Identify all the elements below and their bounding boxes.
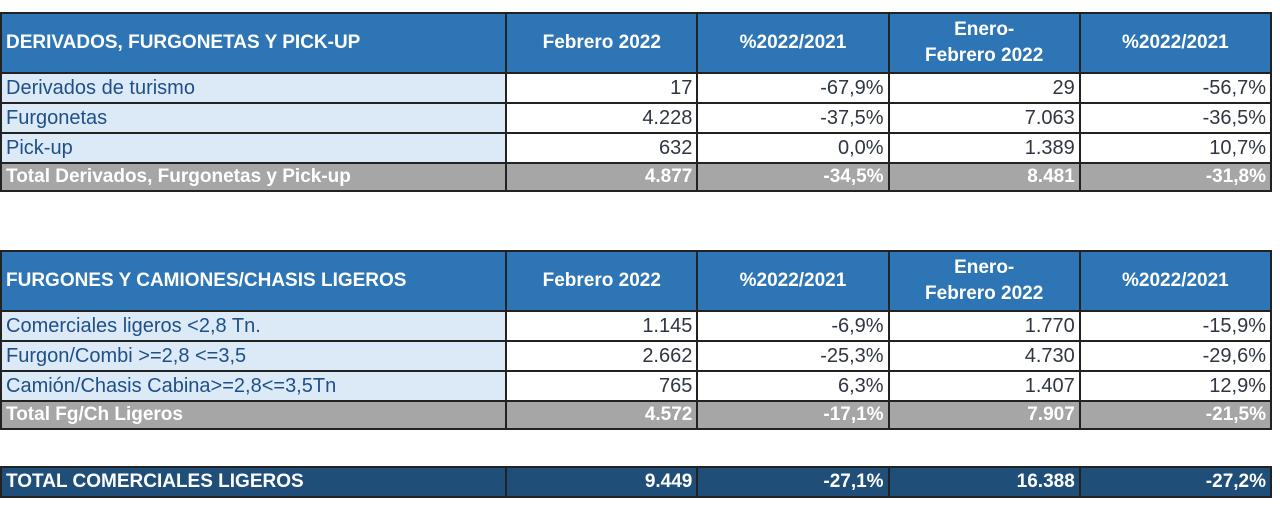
grand-total-row: TOTAL COMERCIALES LIGEROS 9.449 -27,1% 1… bbox=[0, 466, 1273, 498]
cell-pct-ytd: -29,6% bbox=[1078, 340, 1273, 372]
grand-total-pct-month: -27,1% bbox=[696, 466, 890, 498]
cell-month: 2.662 bbox=[505, 340, 699, 372]
cell-month: 765 bbox=[505, 370, 699, 402]
grand-total-label: TOTAL COMERCIALES LIGEROS bbox=[0, 466, 508, 498]
row-label: Furgon/Combi >=2,8 <=3,5 bbox=[0, 340, 508, 372]
grand-total-table: TOTAL COMERCIALES LIGEROS 9.449 -27,1% 1… bbox=[0, 466, 1273, 498]
cell-pct-ytd: -15,9% bbox=[1078, 310, 1273, 342]
total-row: Total Fg/Ch Ligeros 4.572 -17,1% 7.907 -… bbox=[0, 400, 1273, 430]
total-pct-ytd: -31,8% bbox=[1078, 162, 1273, 192]
furgones-table: FURGONES Y CAMIONES/CHASIS LIGEROS Febre… bbox=[0, 250, 1273, 430]
cell-pct-ytd: -56,7% bbox=[1078, 72, 1273, 104]
table-row: Pick-up 632 0,0% 1.389 10,7% bbox=[0, 132, 1273, 164]
col-header-ytd-text: Enero-Febrero 2022 bbox=[925, 19, 1044, 66]
grand-total-ytd: 16.388 bbox=[887, 466, 1081, 498]
cell-month: 1.145 bbox=[505, 310, 699, 342]
cell-month: 4.228 bbox=[505, 102, 699, 134]
table-header-row: DERIVADOS, FURGONETAS Y PICK-UP Febrero … bbox=[0, 12, 1273, 74]
row-label: Comerciales ligeros <2,8 Tn. bbox=[0, 310, 508, 342]
cell-month: 632 bbox=[505, 132, 699, 164]
cell-ytd: 1.407 bbox=[887, 370, 1081, 402]
cell-pct-month: 6,3% bbox=[696, 370, 890, 402]
section-title: FURGONES Y CAMIONES/CHASIS LIGEROS bbox=[0, 250, 508, 312]
table-row: Comerciales ligeros <2,8 Tn. 1.145 -6,9%… bbox=[0, 310, 1273, 342]
table-row: Furgon/Combi >=2,8 <=3,5 2.662 -25,3% 4.… bbox=[0, 340, 1273, 372]
row-label: Pick-up bbox=[0, 132, 508, 164]
total-pct-month: -34,5% bbox=[696, 162, 890, 192]
col-header-month: Febrero 2022 bbox=[505, 12, 699, 74]
table-header-row: FURGONES Y CAMIONES/CHASIS LIGEROS Febre… bbox=[0, 250, 1273, 312]
table-row: Furgonetas 4.228 -37,5% 7.063 -36,5% bbox=[0, 102, 1273, 134]
total-label: Total Fg/Ch Ligeros bbox=[0, 400, 508, 430]
cell-pct-ytd: 10,7% bbox=[1078, 132, 1273, 164]
total-label: Total Derivados, Furgonetas y Pick-up bbox=[0, 162, 508, 192]
total-pct-ytd: -21,5% bbox=[1078, 400, 1273, 430]
col-header-pct-ytd: %2022/2021 bbox=[1078, 250, 1273, 312]
grand-total-month: 9.449 bbox=[505, 466, 699, 498]
cell-pct-ytd: -36,5% bbox=[1078, 102, 1273, 134]
row-label: Furgonetas bbox=[0, 102, 508, 134]
cell-ytd: 7.063 bbox=[887, 102, 1081, 134]
total-row: Total Derivados, Furgonetas y Pick-up 4.… bbox=[0, 162, 1273, 192]
col-header-ytd: Enero-Febrero 2022 bbox=[887, 12, 1081, 74]
cell-pct-month: -6,9% bbox=[696, 310, 890, 342]
col-header-pct-month: %2022/2021 bbox=[696, 12, 890, 74]
cell-ytd: 29 bbox=[887, 72, 1081, 104]
row-label: Derivados de turismo bbox=[0, 72, 508, 104]
col-header-month: Febrero 2022 bbox=[505, 250, 699, 312]
total-month: 4.877 bbox=[505, 162, 699, 192]
total-ytd: 7.907 bbox=[887, 400, 1081, 430]
row-label: Camión/Chasis Cabina>=2,8<=3,5Tn bbox=[0, 370, 508, 402]
col-header-ytd-text: Enero-Febrero 2022 bbox=[925, 257, 1044, 304]
cell-ytd: 1.770 bbox=[887, 310, 1081, 342]
col-header-pct-ytd: %2022/2021 bbox=[1078, 12, 1273, 74]
cell-ytd: 4.730 bbox=[887, 340, 1081, 372]
cell-pct-month: -67,9% bbox=[696, 72, 890, 104]
table-row: Derivados de turismo 17 -67,9% 29 -56,7% bbox=[0, 72, 1273, 104]
cell-ytd: 1.389 bbox=[887, 132, 1081, 164]
cell-pct-month: -37,5% bbox=[696, 102, 890, 134]
cell-month: 17 bbox=[505, 72, 699, 104]
cell-pct-month: -25,3% bbox=[696, 340, 890, 372]
total-pct-month: -17,1% bbox=[696, 400, 890, 430]
section-title: DERIVADOS, FURGONETAS Y PICK-UP bbox=[0, 12, 508, 74]
table-row: Camión/Chasis Cabina>=2,8<=3,5Tn 765 6,3… bbox=[0, 370, 1273, 402]
col-header-ytd: Enero-Febrero 2022 bbox=[887, 250, 1081, 312]
total-month: 4.572 bbox=[505, 400, 699, 430]
cell-pct-month: 0,0% bbox=[696, 132, 890, 164]
col-header-pct-month: %2022/2021 bbox=[696, 250, 890, 312]
grand-total-pct-ytd: -27,2% bbox=[1078, 466, 1273, 498]
cell-pct-ytd: 12,9% bbox=[1078, 370, 1273, 402]
derivados-table: DERIVADOS, FURGONETAS Y PICK-UP Febrero … bbox=[0, 12, 1273, 192]
total-ytd: 8.481 bbox=[887, 162, 1081, 192]
